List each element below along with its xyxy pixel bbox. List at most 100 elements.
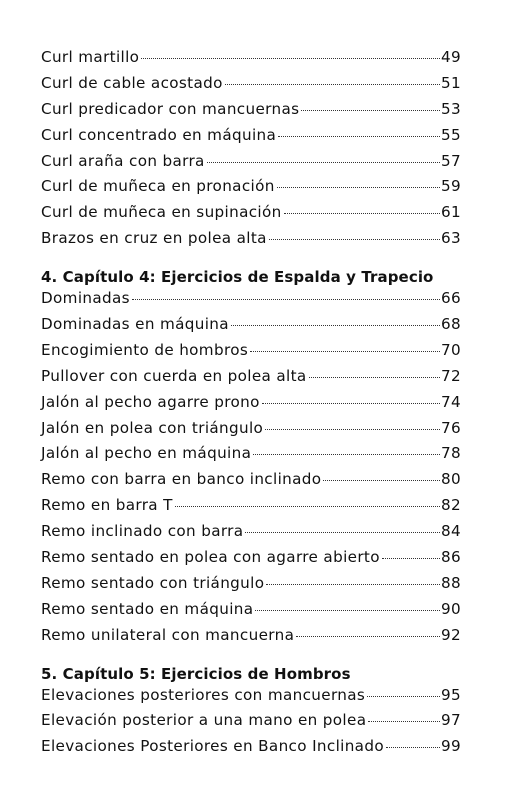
toc-entry-label: Curl araña con barra [41, 151, 205, 170]
toc-entry[interactable]: Curl de cable acostado 51 [41, 74, 461, 100]
dot-leader [283, 213, 440, 215]
toc-entry-page: 92 [440, 625, 461, 644]
toc-entry-label: Remo en barra T [41, 496, 173, 515]
dot-leader [206, 161, 440, 163]
toc-entry[interactable]: Remo sentado en polea con agarre abierto… [41, 548, 461, 574]
toc-entry[interactable]: Remo unilateral con mancuerna 92 [41, 626, 461, 652]
toc-entry-page: 99 [440, 737, 461, 756]
toc-entry[interactable]: Curl predicador con mancuernas 53 [41, 100, 461, 126]
dot-leader [255, 609, 440, 611]
toc-entry-label: Elevaciones Posteriores en Banco Inclina… [41, 737, 384, 756]
toc-entry-page: 53 [440, 99, 461, 118]
toc-entry-label: Remo unilateral con mancuerna [41, 625, 295, 644]
dot-leader [296, 635, 440, 637]
dot-leader [253, 454, 440, 456]
chapter-heading[interactable]: 4. Capítulo 4: Ejercicios de Espalda y T… [41, 268, 434, 287]
toc-entry-label: Curl predicador con mancuernas [41, 99, 300, 118]
toc-entry[interactable]: Jalón en polea con triángulo 76 [41, 419, 461, 445]
toc-entry-page: 49 [440, 48, 461, 66]
toc-entry[interactable]: Elevaciones Posteriores en Banco Inclina… [41, 737, 461, 763]
dot-leader [301, 109, 440, 111]
dot-leader [266, 583, 440, 585]
toc-entry[interactable]: Dominadas en máquina 68 [41, 315, 461, 341]
dot-leader [174, 506, 440, 508]
toc-entry[interactable]: Jalón al pecho agarre prono 74 [41, 393, 461, 419]
toc-entry[interactable]: Curl martillo 49 [41, 48, 461, 74]
dot-leader [268, 239, 440, 241]
dot-leader [381, 558, 440, 560]
toc-entry-label: Elevación posterior a una mano en polea [41, 711, 367, 730]
toc-group-chapter-5: 5. Capítulo 5: Ejercicios de Hombros Ele… [41, 662, 461, 764]
toc-entry-label: Curl martillo [41, 48, 140, 66]
toc-entry-page: 70 [440, 340, 461, 359]
toc-entry[interactable]: Curl araña con barra 57 [41, 152, 461, 178]
toc-entry-page: 90 [440, 599, 461, 618]
dot-leader [224, 83, 440, 85]
toc-entry[interactable]: Remo inclinado con barra 84 [41, 522, 461, 548]
dot-leader [230, 325, 440, 327]
dot-leader [367, 695, 440, 697]
toc-entry[interactable]: Curl de muñeca en pronación 59 [41, 177, 461, 203]
toc-entry-label: Remo inclinado con barra [41, 522, 244, 541]
toc-entry-page: 59 [440, 177, 461, 196]
dot-leader [261, 402, 440, 404]
dot-leader [368, 721, 440, 723]
toc-entry[interactable]: Jalón al pecho en máquina 78 [41, 444, 461, 470]
dot-leader [131, 299, 440, 301]
toc-entry-page: 88 [440, 573, 461, 592]
toc-entry-label: Remo sentado en polea con agarre abierto [41, 548, 380, 567]
toc-entry-page: 63 [440, 229, 461, 248]
toc-entry[interactable]: Encogimiento de hombros 70 [41, 341, 461, 367]
toc-entry-page: 68 [440, 315, 461, 334]
table-of-contents: Curl martillo 49 Curl de cable acostado 51… [41, 48, 461, 763]
toc-entry[interactable]: Remo sentado con triángulo 88 [41, 574, 461, 600]
toc-entry-label: Remo con barra en banco inclinado [41, 470, 322, 489]
toc-entry-label: Curl de cable acostado [41, 73, 223, 92]
toc-entry[interactable]: Curl concentrado en máquina 55 [41, 126, 461, 152]
toc-entry-page: 66 [440, 289, 461, 308]
toc-entry[interactable]: Remo con barra en banco inclinado 80 [41, 470, 461, 496]
toc-entry-label: Brazos en cruz en polea alta [41, 229, 267, 248]
toc-entry-label: Remo sentado en máquina [41, 599, 254, 618]
dot-leader [323, 480, 440, 482]
toc-entry[interactable]: Elevación posterior a una mano en polea 9… [41, 711, 461, 737]
toc-entry[interactable]: Remo sentado en máquina 90 [41, 600, 461, 626]
dot-leader [276, 187, 440, 189]
toc-group-arms: Curl martillo 49 Curl de cable acostado 51… [41, 48, 461, 255]
toc-entry[interactable]: Curl de muñeca en supinación 61 [41, 203, 461, 229]
toc-entry-page: 55 [440, 125, 461, 144]
toc-entry[interactable]: Brazos en cruz en polea alta 63 [41, 229, 461, 255]
toc-entry-page: 72 [440, 366, 461, 385]
toc-entry[interactable]: Pullover con cuerda en polea alta 72 [41, 367, 461, 393]
dot-leader [385, 747, 440, 749]
dot-leader [141, 58, 440, 59]
toc-entry-page: 61 [440, 203, 461, 222]
toc-entry[interactable]: Remo en barra T 82 [41, 496, 461, 522]
toc-entry-label: Elevaciones posteriores con mancuernas [41, 685, 366, 704]
toc-group-chapter-4: 4. Capítulo 4: Ejercicios de Espalda y T… [41, 265, 461, 651]
toc-entry-label: Jalón al pecho agarre prono [41, 392, 260, 411]
toc-entry-page: 51 [440, 73, 461, 92]
toc-entry-label: Dominadas [41, 289, 130, 308]
toc-entry[interactable]: Elevaciones posteriores con mancuernas 9… [41, 686, 461, 712]
toc-entry-label: Jalón en polea con triángulo [41, 418, 264, 437]
chapter-heading[interactable]: 5. Capítulo 5: Ejercicios de Hombros [41, 664, 351, 683]
toc-entry-page: 82 [440, 496, 461, 515]
toc-entry-page: 86 [440, 548, 461, 567]
toc-entry-page: 57 [440, 151, 461, 170]
toc-entry-label: Jalón al pecho en máquina [41, 444, 252, 463]
toc-entry-page: 95 [440, 685, 461, 704]
toc-entry-label: Curl de muñeca en supinación [41, 203, 282, 222]
dot-leader [278, 135, 440, 137]
toc-entry-label: Dominadas en máquina [41, 315, 229, 334]
toc-entry-page: 76 [440, 418, 461, 437]
toc-entry-label: Encogimiento de hombros [41, 340, 249, 359]
toc-entry-page: 74 [440, 392, 461, 411]
dot-leader [265, 428, 440, 430]
toc-entry[interactable]: Dominadas 66 [41, 289, 461, 315]
toc-entry-label: Curl de muñeca en pronación [41, 177, 275, 196]
dot-leader [308, 376, 440, 378]
toc-entry-page: 80 [440, 470, 461, 489]
toc-entry-page: 97 [440, 711, 461, 730]
toc-entry-page: 84 [440, 522, 461, 541]
